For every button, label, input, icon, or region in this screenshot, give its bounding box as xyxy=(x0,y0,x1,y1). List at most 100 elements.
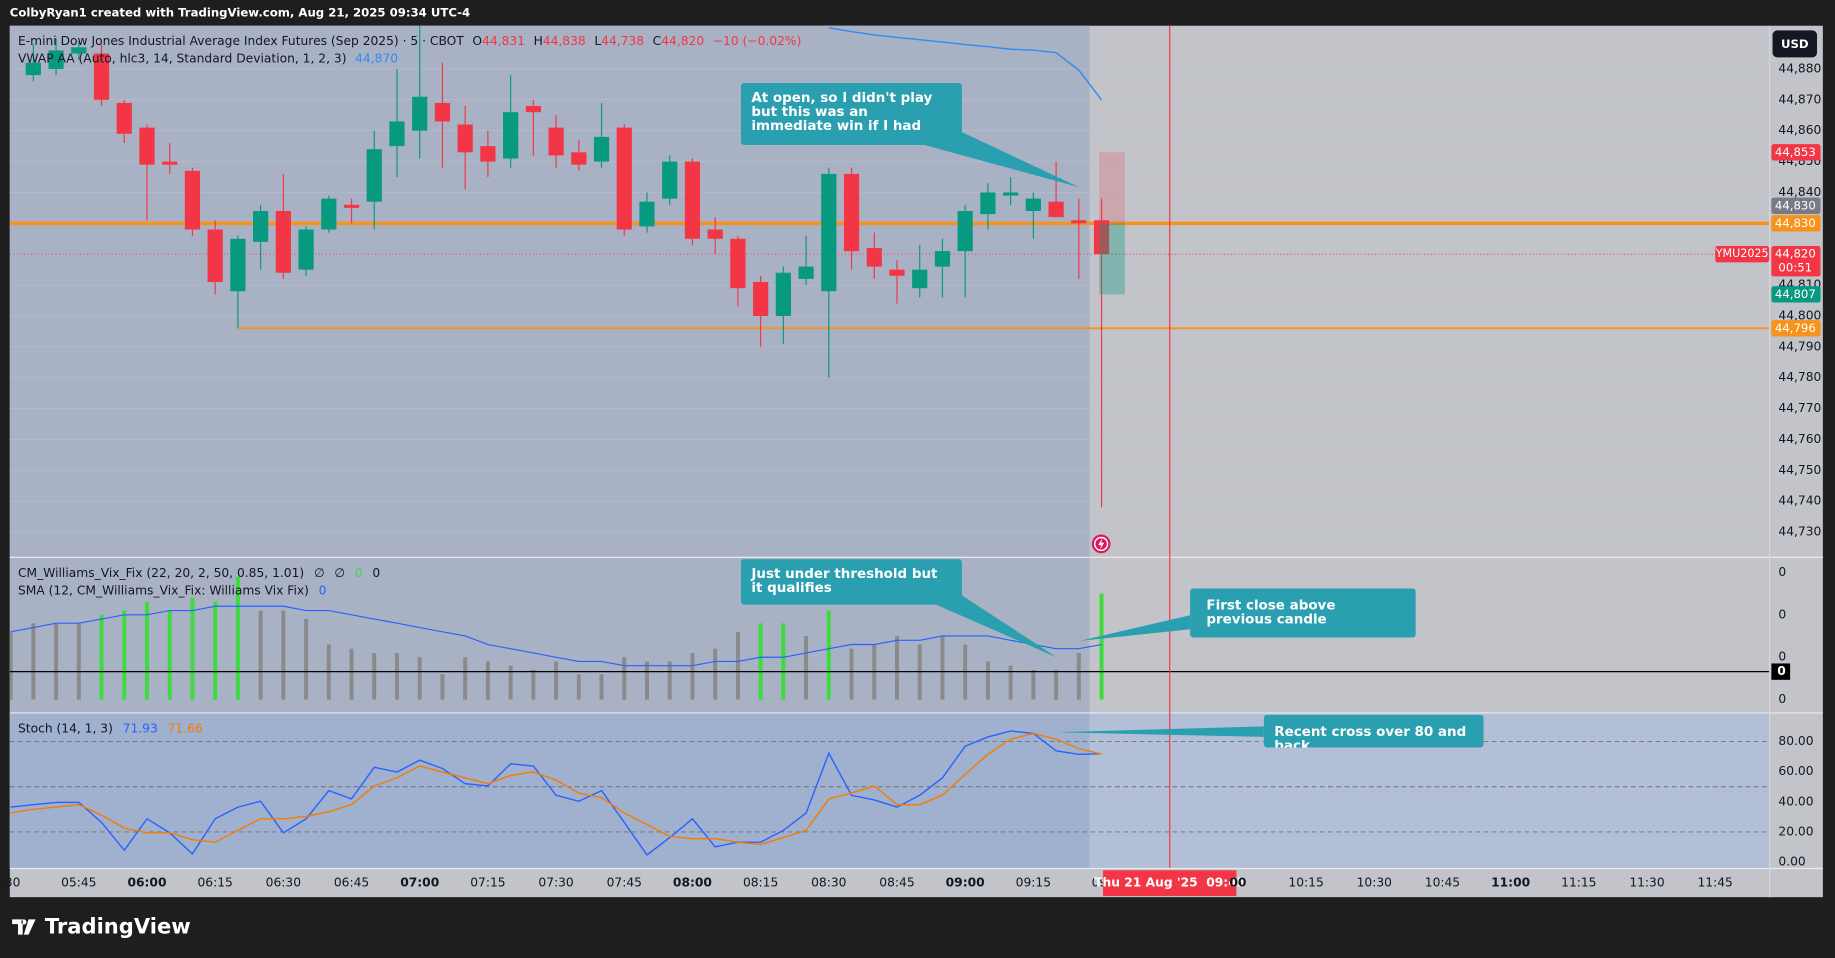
x-tick-label: 11:45 xyxy=(1698,876,1733,890)
header-text: ColbyRyan1 created with TradingView.com,… xyxy=(10,5,470,19)
vix-bar xyxy=(531,669,536,700)
candle-body xyxy=(434,102,451,122)
vix-bar xyxy=(190,597,195,700)
logo-text: TradingView xyxy=(45,914,191,939)
candle-body xyxy=(639,201,655,227)
symbol: E-mini Dow Jones Industrial Average Inde… xyxy=(18,33,464,47)
y-tick-label: 0.00 xyxy=(1778,855,1805,869)
vix-bar xyxy=(349,648,354,700)
vwap-line xyxy=(828,27,1103,101)
vix-bar xyxy=(99,614,104,700)
callout-text: Recent cross over 80 and back xyxy=(1263,714,1484,748)
candle-body xyxy=(1093,220,1110,255)
x-tick-label: 10:15 xyxy=(1288,876,1323,890)
candle-body xyxy=(957,210,973,252)
legend: VWAP AA (Auto, hlc3, 14, Standard Deviat… xyxy=(18,51,398,65)
price-badge-label: 44,820 xyxy=(1775,247,1816,261)
vix-bar xyxy=(144,602,149,700)
price-badge-label: 44,830 xyxy=(1775,216,1816,230)
vix-bar xyxy=(758,623,763,700)
callout-text: At open, so I didn't play but this was a… xyxy=(740,83,962,146)
x-tick-label: 07:00 xyxy=(400,876,439,890)
candle-body xyxy=(139,127,155,165)
price-badge xyxy=(1771,286,1821,303)
vix-bar xyxy=(599,674,604,700)
vix-bar xyxy=(31,623,36,700)
vix-bar xyxy=(985,661,990,700)
vix-bar xyxy=(1076,652,1081,700)
candle-body xyxy=(366,149,382,202)
vix-bar xyxy=(1099,593,1104,700)
vix-value: ∅ xyxy=(314,566,325,580)
vix-bar xyxy=(258,610,263,700)
x-tick-label: 11:00 xyxy=(1491,876,1530,890)
vix-bar xyxy=(372,652,377,700)
target-zone xyxy=(1099,223,1125,295)
vix-bar xyxy=(1008,665,1013,700)
currency-label[interactable]: USD xyxy=(1781,37,1809,51)
y-tick-label: 44,740 xyxy=(1778,494,1821,508)
ohlc-key: C xyxy=(653,33,662,47)
candle-body xyxy=(730,238,746,289)
candle-body xyxy=(1048,201,1064,218)
callout-pointer xyxy=(936,595,1057,658)
candle-body xyxy=(753,281,769,316)
price-badge-timer: 00:51 xyxy=(1778,261,1812,275)
x-tick-label: 07:30 xyxy=(538,876,573,890)
callout: Recent cross over 80 and back xyxy=(1263,714,1484,748)
y-tick-label: 0 xyxy=(1778,607,1786,621)
y-tick-label: 44,760 xyxy=(1778,432,1821,446)
callout-pointer xyxy=(1056,726,1264,737)
stoch-line xyxy=(10,730,1102,856)
x-tick-label: 06:00 xyxy=(127,876,166,890)
candle-body xyxy=(93,53,110,100)
vix-bar xyxy=(281,610,286,700)
y-tick-label: 44,860 xyxy=(1778,123,1821,137)
candle-body xyxy=(571,152,587,165)
callout: Just under threshold but it qualifies xyxy=(740,559,962,605)
x-tick-label: :30 xyxy=(1,876,21,890)
candle-body xyxy=(980,192,996,215)
vix-bar xyxy=(122,610,127,700)
candle-body xyxy=(593,136,610,162)
currency-button[interactable] xyxy=(1772,30,1818,58)
y-tick-label: 0 xyxy=(1778,650,1786,664)
callout: First close above previous candle xyxy=(1190,588,1416,638)
y-tick-label: 44,770 xyxy=(1778,401,1821,415)
sma-value: 0 xyxy=(319,583,327,597)
vix-value: 0 xyxy=(372,566,380,580)
value-badge-label: 0 xyxy=(1777,664,1786,678)
x-tick-label: 10:45 xyxy=(1425,876,1460,890)
candle-body xyxy=(480,146,496,162)
vwap-name: VWAP AA (Auto, hlc3, 14, Standard Deviat… xyxy=(18,51,347,65)
ohlc-key: O xyxy=(472,33,482,47)
candle-body xyxy=(662,161,678,199)
candle-body xyxy=(412,96,428,131)
vix-bar xyxy=(735,631,740,700)
vix-bar xyxy=(554,661,559,700)
vix-bar xyxy=(781,623,786,700)
vix-bar xyxy=(9,631,13,700)
y-tick-label: 20.00 xyxy=(1778,824,1813,838)
price-pane xyxy=(9,25,1770,533)
candle-body xyxy=(684,161,701,239)
y-tick-label: 0 xyxy=(1778,692,1786,706)
vix-bar xyxy=(485,661,490,700)
candle-body xyxy=(866,248,882,267)
candle-body xyxy=(184,170,201,230)
vix-bar xyxy=(1054,669,1059,700)
vix-bar xyxy=(54,623,59,700)
ohlc-key: H xyxy=(534,33,543,47)
y-tick-label: 44,730 xyxy=(1778,525,1821,539)
vix-bar xyxy=(235,576,240,700)
vix-bar xyxy=(576,674,581,700)
sma-name: SMA (12, CM_Williams_Vix_Fix: Williams V… xyxy=(18,583,309,597)
candle-body xyxy=(162,161,178,165)
candle-body xyxy=(775,272,791,316)
y-tick-label: 44,750 xyxy=(1778,463,1821,477)
price-badge xyxy=(1771,144,1821,161)
y-tick-label: 44,780 xyxy=(1778,370,1821,384)
crosshair-label-bg xyxy=(1103,870,1237,897)
